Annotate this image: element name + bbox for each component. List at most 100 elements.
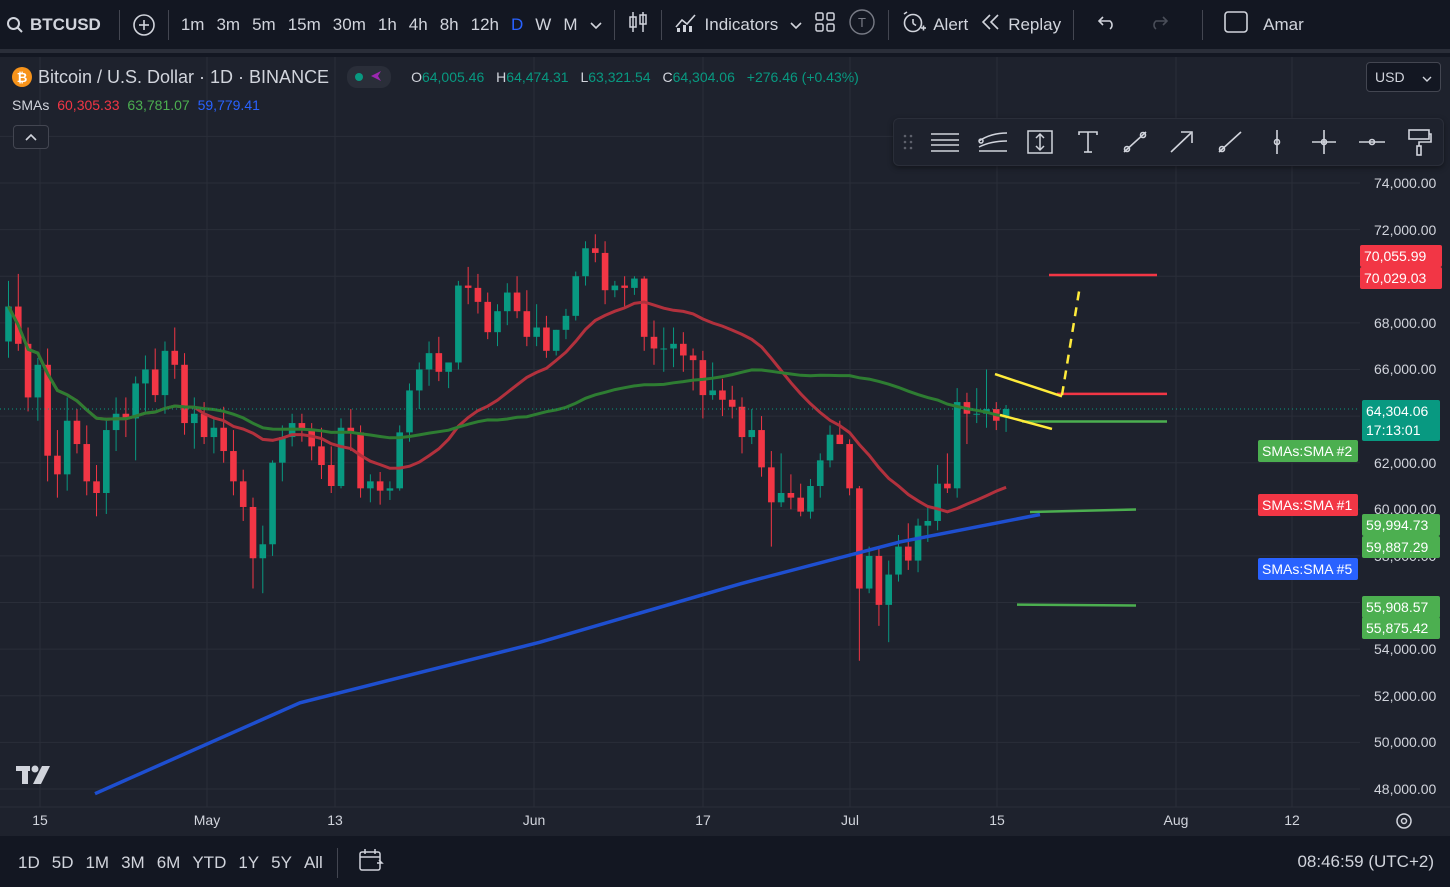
candle-body — [308, 430, 315, 447]
drag-handle-icon[interactable] — [894, 120, 922, 164]
candle-body — [5, 306, 12, 342]
horizontal-ray-tool-icon[interactable] — [1348, 120, 1395, 164]
trend-line-tool-icon[interactable] — [1111, 120, 1158, 164]
candle-body — [63, 420, 71, 475]
cross-line-tool-icon[interactable] — [1301, 120, 1348, 164]
interval-12h-button[interactable]: 12h — [470, 14, 500, 34]
range-all-button[interactable]: All — [303, 852, 323, 872]
range-5y-button[interactable]: 5Y — [271, 852, 292, 872]
layouts-button[interactable] — [808, 6, 842, 44]
price-chart[interactable] — [0, 57, 1450, 836]
ohlc-values: O64,005.46 H64,474.31 L63,321.54 C64,304… — [411, 69, 867, 85]
candle-body — [112, 413, 120, 431]
compare-add-button[interactable] — [126, 6, 162, 44]
sma5-line — [94, 512, 1041, 796]
ray-tool-icon[interactable] — [1206, 120, 1253, 164]
candle-body — [230, 451, 237, 482]
tradingview-logo-icon[interactable] — [16, 764, 56, 791]
legend-title[interactable]: Bitcoin / U.S. Dollar · 1D · BINANCE — [38, 66, 330, 87]
indicators-button[interactable]: Indicators — [668, 6, 785, 44]
candle-body — [239, 481, 247, 507]
symbol-search[interactable]: BTCUSD — [0, 6, 107, 44]
arrow-tool-icon[interactable] — [1159, 120, 1206, 164]
sma-label: SMAs — [12, 97, 50, 113]
templates-button[interactable]: T — [842, 6, 882, 44]
plus-circle-icon — [132, 13, 156, 37]
candle-body — [973, 413, 981, 415]
interval-30m-button[interactable]: 30m — [332, 14, 366, 34]
clock-timezone[interactable]: 08:46:59 (UTC+2) — [1297, 852, 1434, 871]
chevron-up-icon — [25, 128, 37, 146]
alert-button[interactable]: Alert — [895, 6, 974, 44]
goto-date-button[interactable] — [352, 848, 390, 877]
currency-select[interactable]: USD — [1366, 62, 1441, 92]
replay-button[interactable]: Replay — [974, 6, 1067, 44]
candle-body — [836, 434, 844, 445]
undo-button[interactable] — [1090, 6, 1124, 44]
interval-d-button[interactable]: D — [511, 14, 524, 34]
text-tool-icon[interactable] — [1064, 120, 1111, 164]
candle-body — [572, 276, 580, 316]
interval-4h-button[interactable]: 4h — [408, 14, 428, 34]
candle-body — [269, 462, 276, 545]
indicators-dropdown-button[interactable] — [784, 6, 808, 44]
candle-body — [200, 413, 208, 438]
range-1d-button[interactable]: 1D — [18, 852, 40, 872]
range-1m-button[interactable]: 1M — [85, 852, 110, 872]
collapse-legend-button[interactable] — [13, 125, 49, 149]
user-menu[interactable]: Amar — [1217, 6, 1310, 44]
horizontal-lines-tool-icon[interactable] — [922, 120, 969, 164]
square-icon — [1223, 10, 1249, 39]
interval-m-button[interactable]: M — [563, 14, 578, 34]
candle-body — [376, 481, 384, 491]
candles-icon — [627, 10, 649, 39]
axis-settings-icon[interactable] — [1394, 811, 1414, 836]
interval-w-button[interactable]: W — [535, 14, 552, 34]
rewind-icon — [980, 13, 1002, 36]
last-price-label: 64,304.06 — [1362, 400, 1440, 422]
interval-3m-button[interactable]: 3m — [216, 14, 241, 34]
sma2-line — [7, 305, 1007, 440]
candle-body — [807, 486, 814, 512]
sma2-value: 63,781.07 — [127, 97, 190, 113]
divider — [1202, 9, 1204, 40]
fib-channel-tool-icon[interactable] — [969, 120, 1016, 164]
candle-body — [875, 555, 883, 605]
range-5d-button[interactable]: 5D — [51, 852, 74, 872]
price-tick: 48,000.00 — [1374, 781, 1437, 797]
flag-lower-line — [999, 413, 1053, 431]
interval-dropdown-button[interactable] — [584, 6, 608, 44]
price-label-green: 55,908.57 — [1362, 596, 1440, 618]
close-key: C — [662, 69, 673, 85]
interval-5m-button[interactable]: 5m — [252, 14, 276, 34]
paint-roller-tool-icon[interactable] — [1396, 120, 1443, 164]
range-3m-button[interactable]: 3M — [121, 852, 145, 872]
price-tick: 50,000.00 — [1374, 734, 1437, 751]
chart-type-button[interactable] — [621, 6, 655, 44]
interval-8h-button[interactable]: 8h — [439, 14, 459, 34]
sma-legend[interactable]: SMAs 60,305.33 63,781.07 59,779.41 — [12, 97, 260, 113]
redo-button[interactable] — [1142, 6, 1176, 44]
candle-body — [914, 525, 922, 561]
divider — [888, 9, 890, 40]
status-pill[interactable] — [347, 66, 392, 88]
change-value: +276.46 (+0.43%) — [746, 69, 859, 85]
chart-pane[interactable] — [0, 57, 1450, 836]
range-ytd-button[interactable]: YTD — [192, 852, 227, 872]
candle-body — [934, 483, 941, 521]
price-tick: 66,000.00 — [1374, 361, 1437, 378]
candle-body — [83, 444, 91, 482]
sma1-tag: SMAs:SMA #1 — [1258, 494, 1358, 516]
interval-1m-button[interactable]: 1m — [180, 14, 205, 34]
range-6m-button[interactable]: 6M — [156, 852, 181, 872]
range-1y-button[interactable]: 1Y — [238, 852, 260, 872]
measure-tool-icon[interactable] — [1016, 120, 1063, 164]
candle-body — [425, 353, 433, 370]
interval-1h-button[interactable]: 1h — [377, 14, 397, 34]
candle-body — [748, 430, 756, 438]
candle-body — [758, 430, 765, 468]
interval-15m-button[interactable]: 15m — [287, 14, 321, 34]
vertical-line-tool-icon[interactable] — [1253, 120, 1300, 164]
candle-body — [347, 427, 355, 433]
divider — [1073, 9, 1075, 40]
